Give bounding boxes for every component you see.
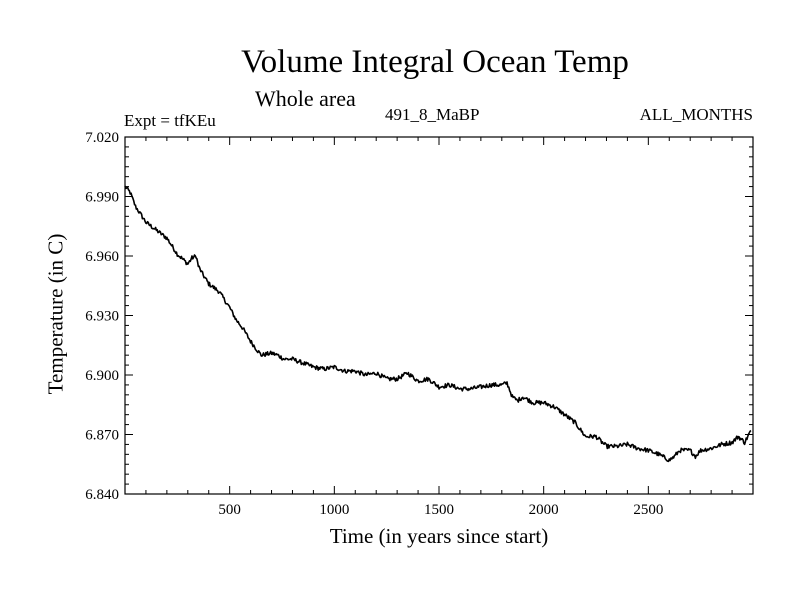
y-tick-label: 6.990 — [85, 190, 119, 206]
x-axis-label: Time (in years since start) — [329, 524, 549, 548]
x-tick-label: 2000 — [529, 502, 559, 518]
experiment-annotation: Expt = tfKEu — [124, 111, 216, 130]
y-tick-label: 6.960 — [85, 249, 119, 265]
axis-ticks: 500 1000 1500 2000 2500 6.840 6.870 6.900 6.930 6… — [85, 130, 753, 518]
chart-subtitle: Whole area — [255, 86, 356, 111]
months-annotation: ALL_MONTHS — [639, 105, 753, 124]
temperature-series-line — [124, 185, 752, 463]
y-tick-label: 6.840 — [85, 487, 119, 503]
x-tick-label: 2500 — [633, 502, 663, 518]
chart-title: Volume Integral Ocean Temp — [241, 44, 629, 80]
x-tick-label: 1000 — [319, 502, 349, 518]
run-annotation: 491_8_MaBP — [385, 105, 480, 124]
y-tick-label: 6.870 — [85, 428, 119, 444]
plot-frame — [124, 136, 754, 495]
x-tick-label: 1500 — [424, 502, 454, 518]
y-tick-label: 7.020 — [85, 130, 119, 146]
y-tick-label: 6.930 — [85, 309, 119, 325]
x-tick-label: 500 — [218, 502, 241, 518]
series-group — [124, 185, 752, 463]
y-tick-label: 6.900 — [85, 368, 119, 384]
